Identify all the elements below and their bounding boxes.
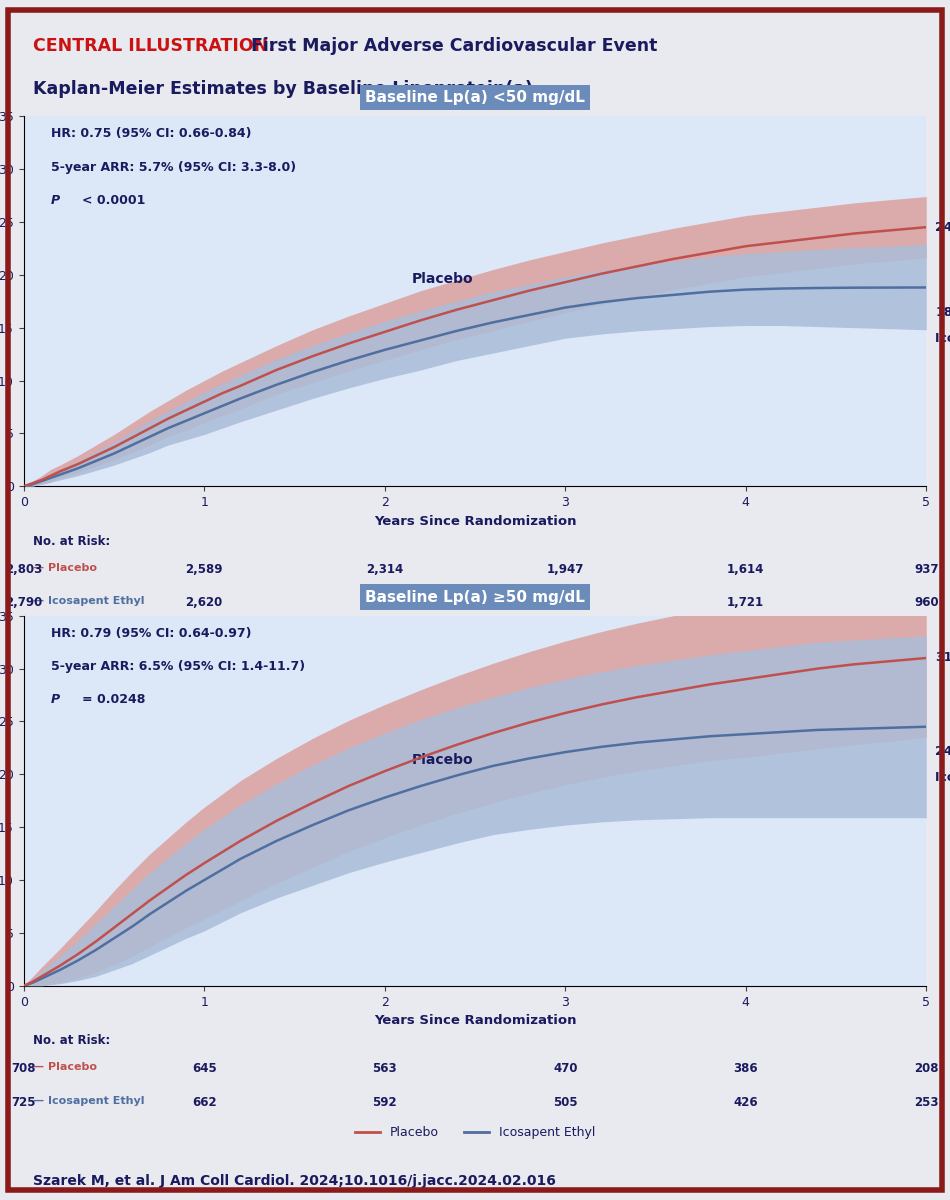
Text: 1,614: 1,614: [727, 563, 765, 576]
Text: 2,620: 2,620: [185, 596, 223, 610]
Text: HR: 0.79 (95% CI: 0.64-0.97): HR: 0.79 (95% CI: 0.64-0.97): [51, 626, 252, 640]
Text: 592: 592: [372, 1096, 397, 1109]
Text: 662: 662: [192, 1096, 217, 1109]
Text: 2,053: 2,053: [546, 596, 584, 610]
Text: HR: 0.75 (95% CI: 0.66-0.84): HR: 0.75 (95% CI: 0.66-0.84): [51, 127, 252, 140]
Text: 725: 725: [11, 1096, 36, 1109]
Text: Baseline Lp(a) ≥50 mg/dL: Baseline Lp(a) ≥50 mg/dL: [365, 589, 585, 605]
Text: First Major Adverse Cardiovascular Event: First Major Adverse Cardiovascular Event: [245, 37, 657, 55]
Text: 5-year ARR: 5.7% (95% CI: 3.3-8.0): 5-year ARR: 5.7% (95% CI: 3.3-8.0): [51, 161, 296, 174]
Text: 24.5%: 24.5%: [935, 221, 950, 234]
Text: 960: 960: [914, 596, 939, 610]
Text: 2,314: 2,314: [366, 563, 404, 576]
Text: 253: 253: [914, 1096, 939, 1109]
Text: 2,376: 2,376: [366, 596, 404, 610]
Text: 31.0%: 31.0%: [935, 652, 950, 665]
X-axis label: Years Since Randomization: Years Since Randomization: [373, 1014, 577, 1027]
Text: 18.8%: 18.8%: [935, 306, 950, 319]
Text: Placebo: Placebo: [412, 271, 473, 286]
Text: 2,790: 2,790: [5, 596, 43, 610]
Text: 1,721: 1,721: [727, 596, 765, 610]
Text: 1,947: 1,947: [546, 563, 584, 576]
Text: P: P: [51, 694, 60, 707]
Text: 426: 426: [733, 1096, 758, 1109]
Text: 24.5%: 24.5%: [935, 745, 950, 758]
Text: 208: 208: [914, 1062, 939, 1075]
Text: 5-year ARR: 6.5% (95% CI: 1.4-11.7): 5-year ARR: 6.5% (95% CI: 1.4-11.7): [51, 660, 305, 673]
Text: Kaplan-Meier Estimates by Baseline Lipoprotein(a): Kaplan-Meier Estimates by Baseline Lipop…: [32, 80, 533, 98]
Text: P: P: [51, 194, 60, 206]
Text: 708: 708: [11, 1062, 36, 1075]
Text: 2,803: 2,803: [5, 563, 43, 576]
Text: Szarek M, et al. J Am Coll Cardiol. 2024;10.1016/j.jacc.2024.02.016: Szarek M, et al. J Am Coll Cardiol. 2024…: [33, 1174, 556, 1188]
Text: 937: 937: [914, 563, 939, 576]
Text: Icosapent Ethyl: Icosapent Ethyl: [935, 332, 950, 344]
Text: 2,589: 2,589: [185, 563, 223, 576]
Text: 470: 470: [553, 1062, 578, 1075]
Text: — Icosapent Ethyl: — Icosapent Ethyl: [32, 1096, 144, 1106]
X-axis label: Years Since Randomization: Years Since Randomization: [373, 515, 577, 528]
Text: No. at Risk:: No. at Risk:: [32, 1034, 110, 1048]
Text: 563: 563: [372, 1062, 397, 1075]
Text: CENTRAL ILLUSTRATION:: CENTRAL ILLUSTRATION:: [32, 37, 276, 55]
Legend: Placebo, Icosapent Ethyl: Placebo, Icosapent Ethyl: [350, 1122, 600, 1145]
Text: — Placebo: — Placebo: [32, 1062, 97, 1073]
Text: Icosapent Ethyl: Icosapent Ethyl: [935, 772, 950, 784]
Text: 505: 505: [553, 1096, 578, 1109]
Text: = 0.0248: = 0.0248: [83, 694, 145, 707]
Text: < 0.0001: < 0.0001: [83, 194, 145, 206]
Text: Placebo: Placebo: [412, 752, 473, 767]
Text: — Icosapent Ethyl: — Icosapent Ethyl: [32, 596, 144, 606]
Text: No. at Risk:: No. at Risk:: [32, 534, 110, 547]
Text: 645: 645: [192, 1062, 217, 1075]
Text: Baseline Lp(a) <50 mg/dL: Baseline Lp(a) <50 mg/dL: [365, 90, 585, 106]
Text: — Placebo: — Placebo: [32, 563, 97, 572]
Text: 386: 386: [733, 1062, 758, 1075]
